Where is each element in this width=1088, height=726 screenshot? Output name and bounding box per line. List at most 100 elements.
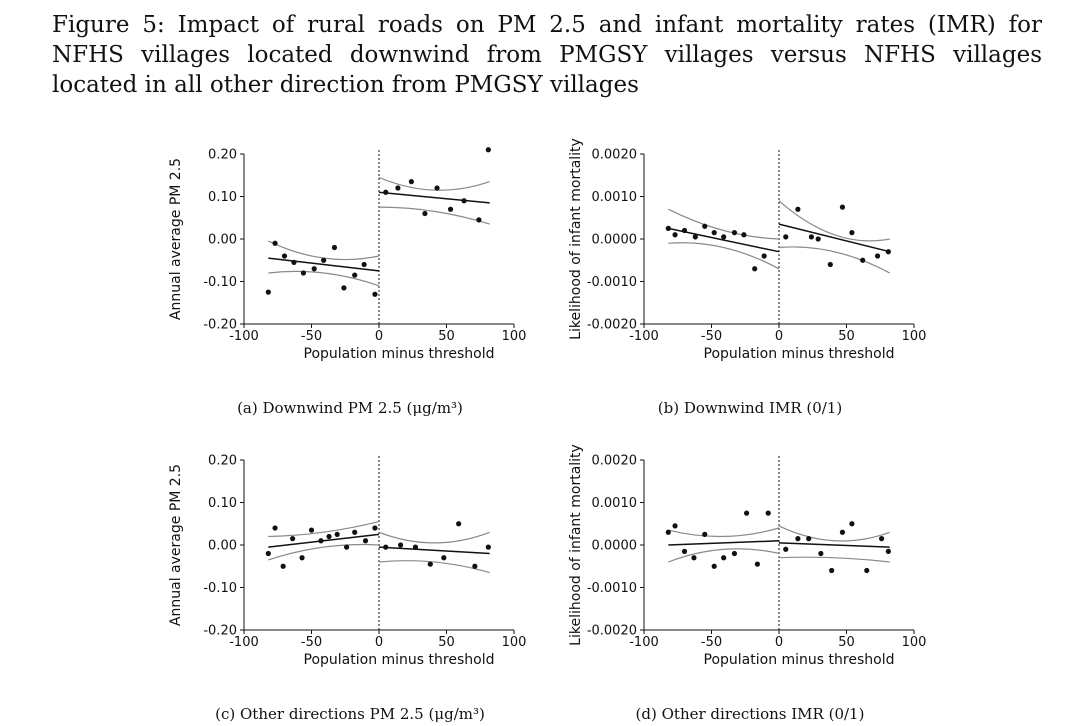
confidence-band-line bbox=[778, 200, 890, 242]
data-point bbox=[272, 525, 278, 531]
x-tick-label: -100 bbox=[229, 329, 259, 344]
data-point bbox=[741, 232, 747, 238]
data-point bbox=[422, 210, 428, 217]
confidence-band-line bbox=[268, 543, 380, 561]
data-point bbox=[665, 529, 671, 535]
y-tick-label: 0.0020 bbox=[592, 148, 638, 163]
fit-line-left bbox=[668, 227, 780, 253]
data-point bbox=[372, 291, 378, 297]
caption-a: (a) Downwind PM 2.5 (μg/m³) bbox=[237, 399, 463, 417]
confidence-band-line bbox=[378, 531, 490, 544]
data-point bbox=[456, 521, 462, 527]
data-point bbox=[300, 270, 306, 276]
x-tick-label: 100 bbox=[502, 329, 527, 344]
y-tick-label: -0.20 bbox=[203, 318, 237, 333]
data-point bbox=[331, 244, 338, 251]
x-tick-label: -100 bbox=[229, 635, 259, 650]
x-axis-label: Population minus threshold bbox=[304, 652, 495, 668]
data-point bbox=[839, 529, 846, 535]
data-point bbox=[839, 204, 846, 210]
confidence-band-line bbox=[268, 521, 380, 538]
data-point bbox=[702, 223, 708, 229]
caption-c: (c) Other directions PM 2.5 (μg/m³) bbox=[215, 705, 485, 723]
x-tick-label: 50 bbox=[438, 329, 455, 344]
chart-panel-c: -100 -50 0 50 100 0.20 0.10 0.00 -0.10 -0.20 Popul… bbox=[168, 454, 527, 669]
confidence-band-line bbox=[378, 176, 490, 191]
chart-panel-b: -100 -50 0 50 100 0.0020 0.0010 0.0000 -0.0010 -0… bbox=[568, 138, 926, 362]
chart-panel-a: -100 -50 0 50 100 0.20 0.10 0.00 -0.10 -0.20 Popul… bbox=[168, 147, 527, 362]
data-point bbox=[441, 555, 447, 561]
data-point bbox=[299, 555, 305, 561]
data-point bbox=[721, 555, 727, 561]
data-point bbox=[711, 563, 717, 569]
x-tick-label: 0 bbox=[375, 329, 383, 344]
figure-title: Figure 5: Impact of rural roads on PM 2.… bbox=[52, 12, 1042, 98]
data-point bbox=[447, 206, 454, 212]
data-point bbox=[280, 563, 286, 569]
data-point bbox=[352, 272, 358, 278]
x-tick-label: 100 bbox=[502, 635, 527, 650]
data-point bbox=[461, 198, 467, 204]
data-point bbox=[308, 527, 315, 533]
x-tick-label: 50 bbox=[838, 635, 855, 650]
data-point bbox=[341, 285, 347, 291]
y-tick-label: 0.0010 bbox=[592, 190, 638, 205]
confidence-band-line bbox=[668, 527, 780, 538]
data-point bbox=[672, 523, 678, 529]
x-axis-label: Population minus threshold bbox=[704, 346, 895, 362]
data-point bbox=[383, 544, 389, 550]
fit-line-right bbox=[378, 546, 490, 555]
caption-d: (d) Other directions IMR (0/1) bbox=[635, 705, 865, 723]
data-point bbox=[395, 185, 401, 191]
y-tick-label: 0.10 bbox=[208, 190, 237, 205]
confidence-band-line bbox=[378, 206, 490, 225]
data-point bbox=[427, 561, 433, 567]
x-axis-label: Population minus threshold bbox=[704, 652, 895, 668]
data-point bbox=[849, 230, 855, 236]
y-tick-label: -0.0020 bbox=[587, 624, 637, 639]
y-tick-label: 0.10 bbox=[208, 496, 237, 511]
fit-line-right bbox=[778, 542, 890, 548]
data-point bbox=[879, 536, 885, 542]
y-tick-label: 0.20 bbox=[208, 148, 237, 163]
data-point bbox=[672, 232, 678, 238]
data-point bbox=[721, 234, 727, 240]
x-tick-label: 0 bbox=[775, 329, 783, 344]
data-point bbox=[815, 236, 821, 242]
data-point bbox=[765, 510, 771, 516]
data-point bbox=[681, 548, 688, 554]
x-tick-label: -50 bbox=[701, 635, 722, 650]
y-tick-label: 0.0000 bbox=[592, 233, 638, 248]
data-point bbox=[291, 259, 297, 265]
data-point bbox=[731, 550, 738, 557]
data-point bbox=[290, 536, 296, 542]
y-tick-label: -0.0010 bbox=[587, 581, 637, 596]
data-point bbox=[272, 240, 278, 246]
data-point bbox=[692, 234, 698, 240]
data-point bbox=[691, 555, 697, 561]
data-point bbox=[795, 536, 801, 542]
y-axis-label: Likelihood of infant mortality bbox=[568, 444, 584, 646]
fit-line-right bbox=[378, 191, 490, 204]
x-tick-label: 100 bbox=[902, 635, 927, 650]
y-tick-label: 0.20 bbox=[208, 454, 237, 469]
data-point bbox=[372, 525, 378, 531]
fit-line-left bbox=[668, 540, 780, 546]
data-point bbox=[281, 253, 288, 259]
data-point bbox=[681, 227, 688, 234]
data-point bbox=[398, 542, 404, 548]
data-point bbox=[744, 510, 750, 516]
caption-b: (b) Downwind IMR (0/1) bbox=[657, 399, 843, 417]
fit-line-right bbox=[778, 223, 890, 253]
fit-line-left bbox=[268, 257, 380, 272]
data-point bbox=[362, 538, 369, 544]
data-point bbox=[265, 289, 271, 295]
data-point bbox=[808, 234, 814, 240]
data-point bbox=[783, 546, 789, 552]
data-point bbox=[265, 550, 271, 557]
confidence-band-line bbox=[668, 548, 780, 563]
chart-panel-d: -100 -50 0 50 100 0.0020 0.0010 0.0000 -0.0010 -0… bbox=[568, 444, 927, 668]
data-point bbox=[321, 257, 327, 263]
data-point bbox=[761, 253, 767, 259]
data-point bbox=[472, 563, 478, 569]
